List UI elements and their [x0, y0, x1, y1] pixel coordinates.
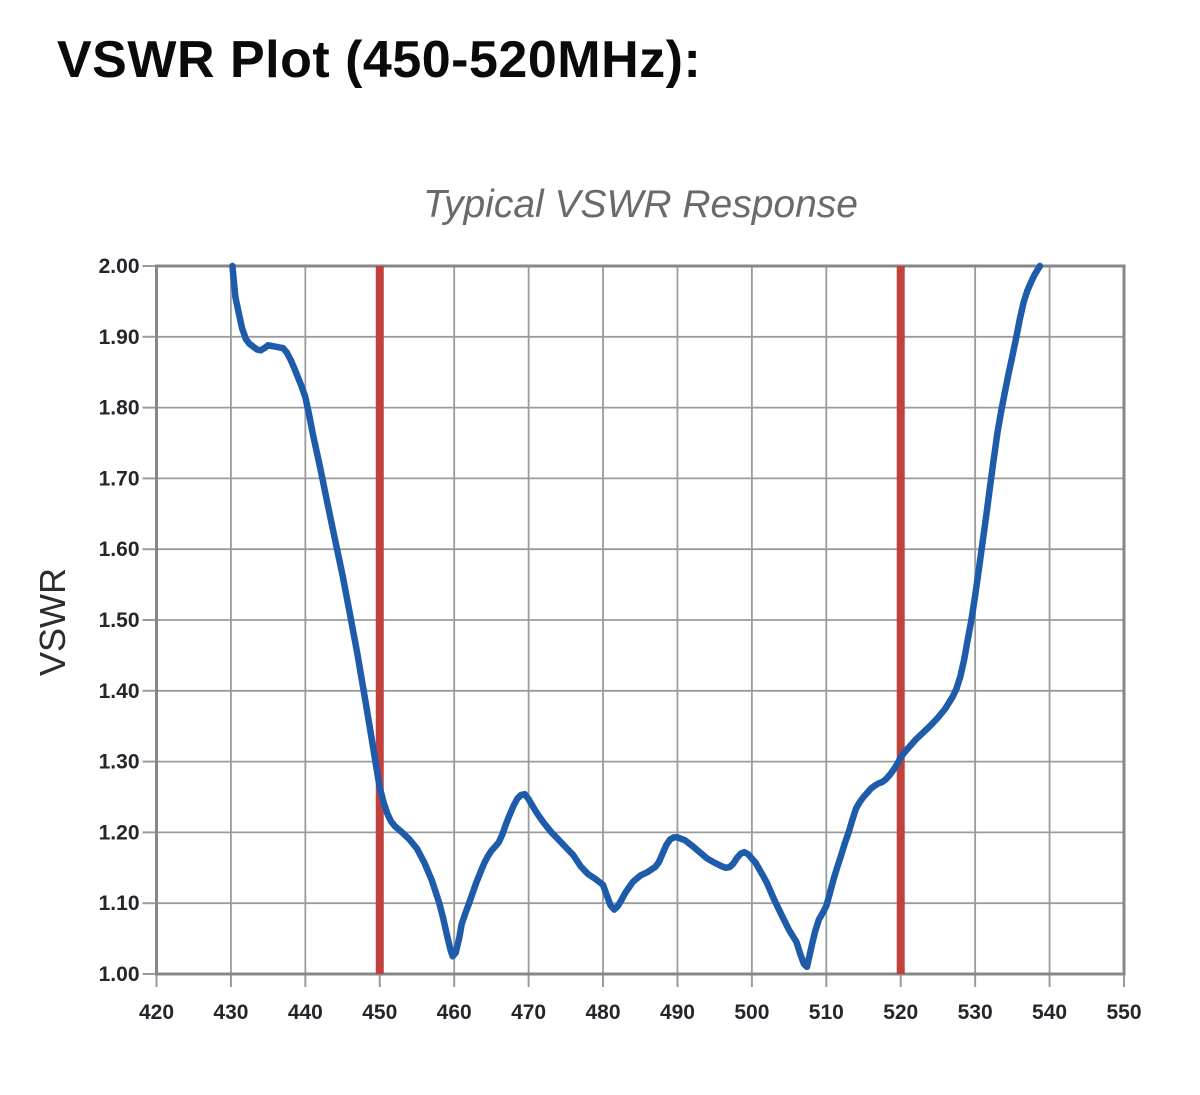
y-tick-label: 1.90: [99, 326, 140, 349]
chart-title: Typical VSWR Response: [423, 183, 858, 226]
y-tick-label: 1.60: [99, 538, 140, 561]
x-tick-label: 550: [1106, 1001, 1141, 1024]
y-tick-label: 1.30: [99, 751, 140, 774]
x-tick-label: 450: [362, 1001, 397, 1024]
x-tick-label: 480: [586, 1001, 621, 1024]
x-tick-label: 530: [958, 1001, 993, 1024]
vswr-curve: [229, 262, 1044, 971]
y-tick-label: 1.20: [99, 821, 140, 844]
x-tick-label: 490: [660, 1001, 695, 1024]
y-tick-label: 2.00: [99, 255, 140, 278]
page-title: VSWR Plot (450-520MHz):: [57, 31, 702, 89]
y-tick-label: 1.40: [99, 680, 140, 703]
y-tick-label: 1.70: [99, 467, 140, 490]
y-tick-label: 1.10: [99, 892, 140, 915]
x-tick-label: 520: [883, 1001, 918, 1024]
x-tick-label: 420: [139, 1001, 174, 1024]
x-tick-label: 440: [288, 1001, 323, 1024]
y-tick-label: 1.00: [99, 963, 140, 986]
plot-border: [155, 264, 1126, 976]
y-tick-label: 1.50: [99, 609, 140, 632]
x-tick-label: 470: [511, 1001, 546, 1024]
y-tick-label: 1.80: [99, 397, 140, 420]
x-tick-label: 500: [734, 1001, 769, 1024]
x-tick-label: 460: [437, 1001, 472, 1024]
x-tick-label: 510: [809, 1001, 844, 1024]
x-tick-label: 430: [213, 1001, 248, 1024]
x-tick-label: 540: [1032, 1001, 1067, 1024]
